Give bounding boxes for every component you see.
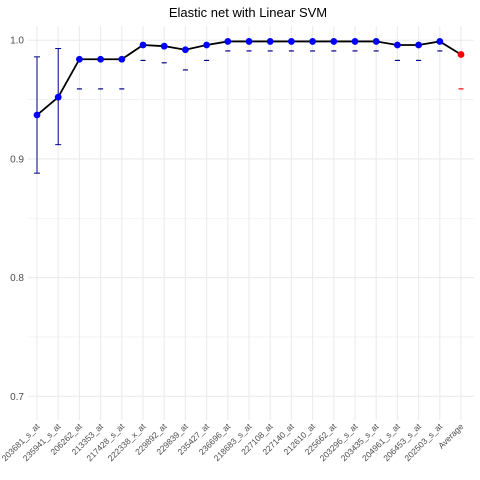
data-point (76, 55, 83, 63)
chart-title: Elastic net with Linear SVM (169, 5, 327, 20)
data-point (330, 38, 338, 45)
data-point (54, 93, 62, 101)
data-point (309, 38, 316, 45)
grid (28, 26, 474, 420)
y-tick-label: 0.9 (10, 154, 24, 165)
y-tick-label: 0.8 (10, 273, 24, 284)
series-marks (33, 38, 465, 174)
data-point (118, 55, 126, 63)
data-point (97, 55, 104, 63)
y-tick-label: 0.7 (10, 392, 24, 403)
average-point (457, 51, 465, 58)
data-point (139, 41, 147, 49)
data-point (372, 38, 380, 45)
data-point (33, 111, 41, 119)
data-point (224, 38, 232, 45)
data-point (203, 41, 211, 49)
data-point (288, 38, 295, 45)
data-point (394, 41, 401, 49)
data-point (351, 38, 359, 45)
data-point (415, 41, 422, 49)
y-tick-label: 1.0 (10, 36, 24, 47)
data-point (182, 46, 189, 54)
data-point (436, 38, 444, 45)
x-axis: 203681_s_at235941_s_at206262_at213353_at… (0, 421, 466, 463)
data-point (266, 38, 274, 45)
data-point (160, 42, 168, 50)
data-point (245, 38, 253, 45)
y-axis: 0.7 0.8 0.9 1.0 (10, 36, 24, 403)
